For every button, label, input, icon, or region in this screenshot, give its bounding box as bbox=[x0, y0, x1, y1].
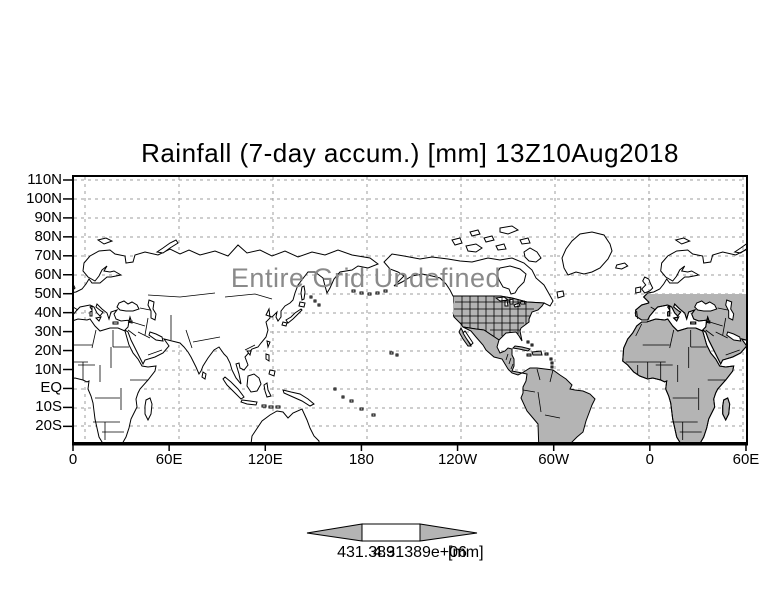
lat-label: EQ bbox=[40, 379, 62, 397]
lat-label: 90N bbox=[34, 208, 62, 226]
colorbar-left-value: 431.389 bbox=[337, 544, 395, 561]
us-state-borders bbox=[452, 296, 534, 337]
colorbar-left-arrow bbox=[306, 523, 363, 542]
axis-ticks bbox=[63, 179, 747, 451]
colorbar-right-value: 4.31389e+06 bbox=[373, 544, 467, 561]
colorbar-units: [mm] bbox=[448, 544, 484, 561]
undefined-grid-watermark: Entire Grid Undefined bbox=[230, 263, 502, 293]
lat-label: 30N bbox=[34, 322, 62, 340]
lat-label: 10N bbox=[34, 360, 62, 378]
lat-label: 50N bbox=[34, 284, 62, 302]
lat-label: 60N bbox=[34, 265, 62, 283]
colorbar bbox=[306, 523, 478, 542]
lon-label: 60E bbox=[155, 451, 183, 468]
country-borders bbox=[73, 292, 741, 441]
lon-label: 60W bbox=[538, 451, 570, 468]
lon-label: 60E bbox=[732, 451, 760, 468]
shaded-land bbox=[453, 294, 747, 443]
colorbar-right-arrow bbox=[419, 523, 478, 542]
colorbar-mid-box bbox=[361, 523, 421, 542]
lat-label: 20S bbox=[35, 417, 62, 435]
lat-label: 80N bbox=[34, 227, 62, 245]
plot-title: Rainfall (7-day accum.) [mm] 13Z10Aug201… bbox=[141, 138, 679, 168]
lat-label: 20N bbox=[34, 341, 62, 359]
lat-label: 10S bbox=[35, 398, 62, 416]
lon-label: 0 bbox=[645, 451, 654, 468]
lat-label: 110N bbox=[27, 171, 62, 188]
lon-label: 120E bbox=[247, 451, 283, 468]
coastlines-australia bbox=[250, 295, 399, 443]
lon-label: 120W bbox=[437, 451, 478, 468]
plot-frame bbox=[63, 175, 748, 451]
lon-label: 180 bbox=[348, 451, 374, 468]
lat-label: 70N bbox=[34, 246, 62, 264]
world-map bbox=[73, 177, 747, 443]
lon-label: 0 bbox=[68, 451, 78, 468]
lat-label: 40N bbox=[34, 303, 62, 321]
lat-label: 100N bbox=[26, 189, 62, 207]
